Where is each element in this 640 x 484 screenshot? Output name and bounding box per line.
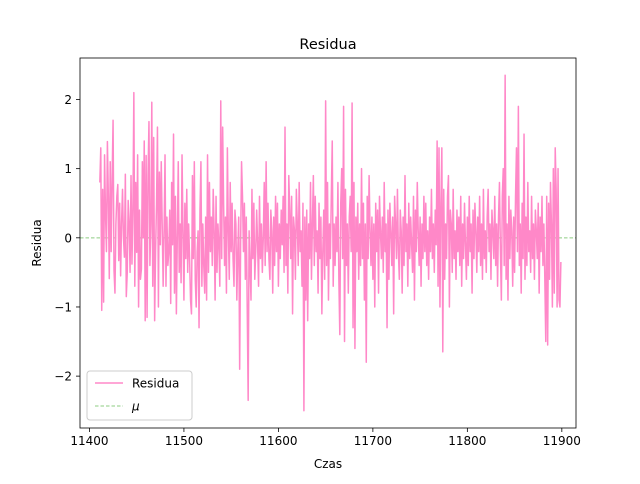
y-tick-label: 0 [64,231,72,245]
x-tick-label: 11900 [543,434,581,448]
legend: Residua μ [86,370,193,421]
x-tick-label: 11800 [448,434,486,448]
x-tick-label: 11700 [354,434,392,448]
y-axis: −2 −1 0 1 2 [54,93,80,384]
y-tick-label: −1 [54,300,72,314]
y-tick-label: 2 [64,93,72,107]
x-tick-label: 11500 [165,434,203,448]
x-tick-label: 11400 [70,434,108,448]
x-axis: 11400 11500 11600 11700 11800 11900 [70,428,581,448]
legend-label-residua: Residua [132,377,179,391]
residua-line [99,74,562,412]
y-tick-label: −2 [54,370,72,384]
plot-frame [79,57,577,429]
y-axis-label: Residua [30,219,44,266]
y-tick-label: 1 [64,162,72,176]
chart-title: Residua [299,37,356,53]
x-axis-label: Czas [314,457,342,471]
plot-area [79,57,577,429]
legend-label-mu: μ [131,400,140,414]
x-tick-label: 11600 [259,434,297,448]
